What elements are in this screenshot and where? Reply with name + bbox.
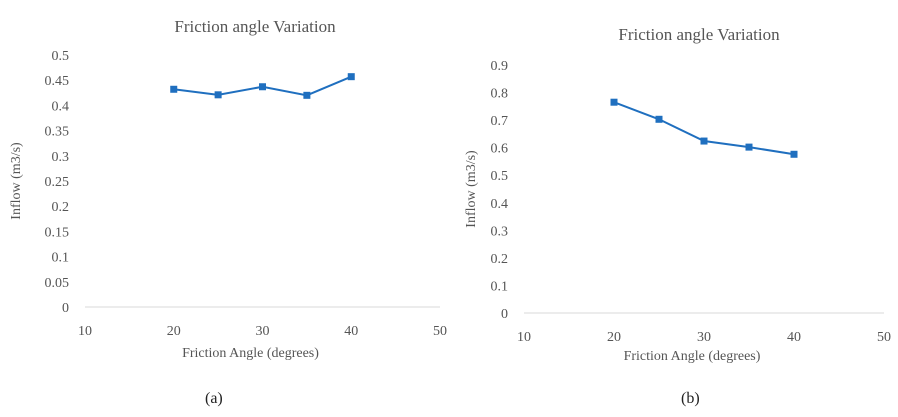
y-axis-title: Inflow (m3/s) [464, 150, 479, 228]
x-tick-label: 50 [877, 330, 891, 345]
data-point-marker [745, 143, 753, 151]
y-tick-label: 0.9 [491, 59, 509, 74]
y-tick-label: 0.2 [52, 200, 70, 215]
data-point-marker [655, 115, 663, 123]
x-tick-label: 10 [517, 330, 531, 345]
x-tick-label: 30 [256, 324, 270, 339]
data-point-marker [214, 91, 222, 99]
chart-title: Friction angle Variation [618, 25, 780, 44]
y-tick-label: 0.4 [491, 197, 509, 212]
data-point-marker [170, 85, 178, 93]
y-tick-label: 0.7 [491, 114, 509, 129]
y-tick-label: 0.05 [45, 276, 70, 291]
x-tick-label: 10 [78, 324, 92, 339]
y-tick-label: 0.3 [491, 224, 509, 239]
y-tick-label: 0.1 [52, 251, 70, 266]
y-tick-label: 0 [62, 301, 69, 316]
y-tick-label: 0 [501, 307, 508, 322]
chart-title: Friction angle Variation [174, 17, 336, 36]
chart-panel-a: Friction angle Variation 0 0.05 0.1 0.15 0.2 0… [0, 0, 449, 412]
y-tick-label: 0.15 [45, 225, 70, 240]
x-tick-label: 40 [787, 330, 801, 345]
y-tick-label: 0.2 [491, 252, 509, 267]
data-point-marker [347, 73, 355, 81]
data-point-marker [610, 98, 618, 106]
data-point-marker [790, 150, 798, 158]
data-point-marker [303, 91, 311, 99]
y-tick-label: 0.4 [52, 99, 70, 114]
caption-b: (b) [681, 390, 700, 407]
x-tick-label: 50 [433, 324, 447, 339]
y-tick-label: 0.35 [45, 125, 70, 140]
chart-panel-b: Friction angle Variation 0 0.1 0.2 0.3 0.4 0.5… [449, 0, 898, 412]
y-tick-label: 0.5 [491, 169, 509, 184]
x-tick-label: 30 [697, 330, 711, 345]
y-tick-label: 0.1 [491, 279, 509, 294]
y-tick-label: 0.3 [52, 150, 70, 165]
y-tick-label: 0.25 [45, 175, 70, 190]
y-tick-label: 0.6 [491, 142, 509, 157]
x-axis-title: Friction Angle (degrees) [182, 346, 319, 361]
chart-b: Friction angle Variation 0 0.1 0.2 0.3 0.4 0.5… [464, 25, 891, 364]
chart-a: Friction angle Variation 0 0.05 0.1 0.15 0.2 0… [9, 17, 447, 361]
data-point-marker [259, 83, 266, 91]
caption-a: (a) [205, 390, 223, 407]
y-axis-title: Inflow (m3/s) [9, 142, 24, 220]
y-tick-label: 0.5 [52, 49, 70, 64]
y-tick-label: 0.45 [45, 74, 70, 89]
x-tick-label: 40 [344, 324, 358, 339]
data-point-marker [700, 137, 708, 145]
x-tick-label: 20 [167, 324, 181, 339]
x-axis-title: Friction Angle (degrees) [624, 349, 761, 364]
y-tick-label: 0.8 [491, 87, 509, 102]
series-line [613, 101, 795, 156]
x-tick-label: 20 [607, 330, 621, 345]
